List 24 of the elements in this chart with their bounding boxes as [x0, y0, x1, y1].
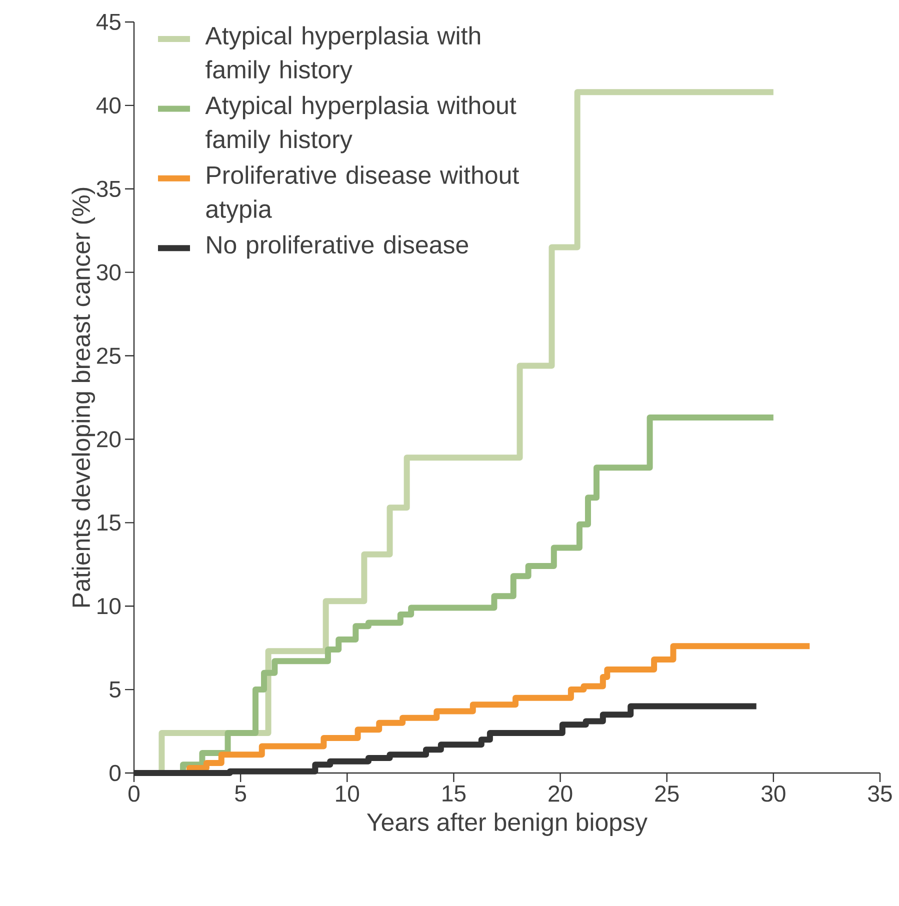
x-tick-label: 5: [235, 786, 246, 802]
y-tick-label: 35: [96, 180, 120, 198]
x-axis-title: Years after benign biopsy: [366, 812, 648, 836]
y-tick-label: 10: [98, 598, 121, 614]
y-tick-label: 25: [97, 348, 120, 364]
x-tick-label: 15: [442, 786, 466, 802]
x-tick-label: 30: [762, 786, 786, 802]
legend-label: No proliferative disease: [207, 235, 468, 259]
y-tick-label: 15: [98, 514, 120, 531]
y-tick-label: 5: [110, 682, 120, 698]
y-tick-label: 20: [97, 431, 121, 448]
x-tick-label: 0: [128, 786, 140, 802]
x-tick-label: 20: [548, 786, 572, 802]
y-tick-label: 40: [96, 97, 121, 114]
y-tick-label: 30: [96, 264, 121, 280]
y-axis-title: Patients developing breast cancer (%): [72, 188, 96, 607]
legend-label: Proliferative disease without atypia: [206, 166, 519, 223]
x-tick-label: 35: [868, 786, 892, 802]
x-tick-label: 25: [655, 786, 679, 802]
y-tick-label: 0: [110, 764, 121, 782]
legend-label: Atypical hyperplasia with family history: [205, 26, 480, 84]
legend-label: Atypical hyperplasia without family history: [205, 96, 516, 154]
x-tick-label: 10: [336, 786, 360, 802]
y-tick-label: 45: [96, 14, 120, 30]
